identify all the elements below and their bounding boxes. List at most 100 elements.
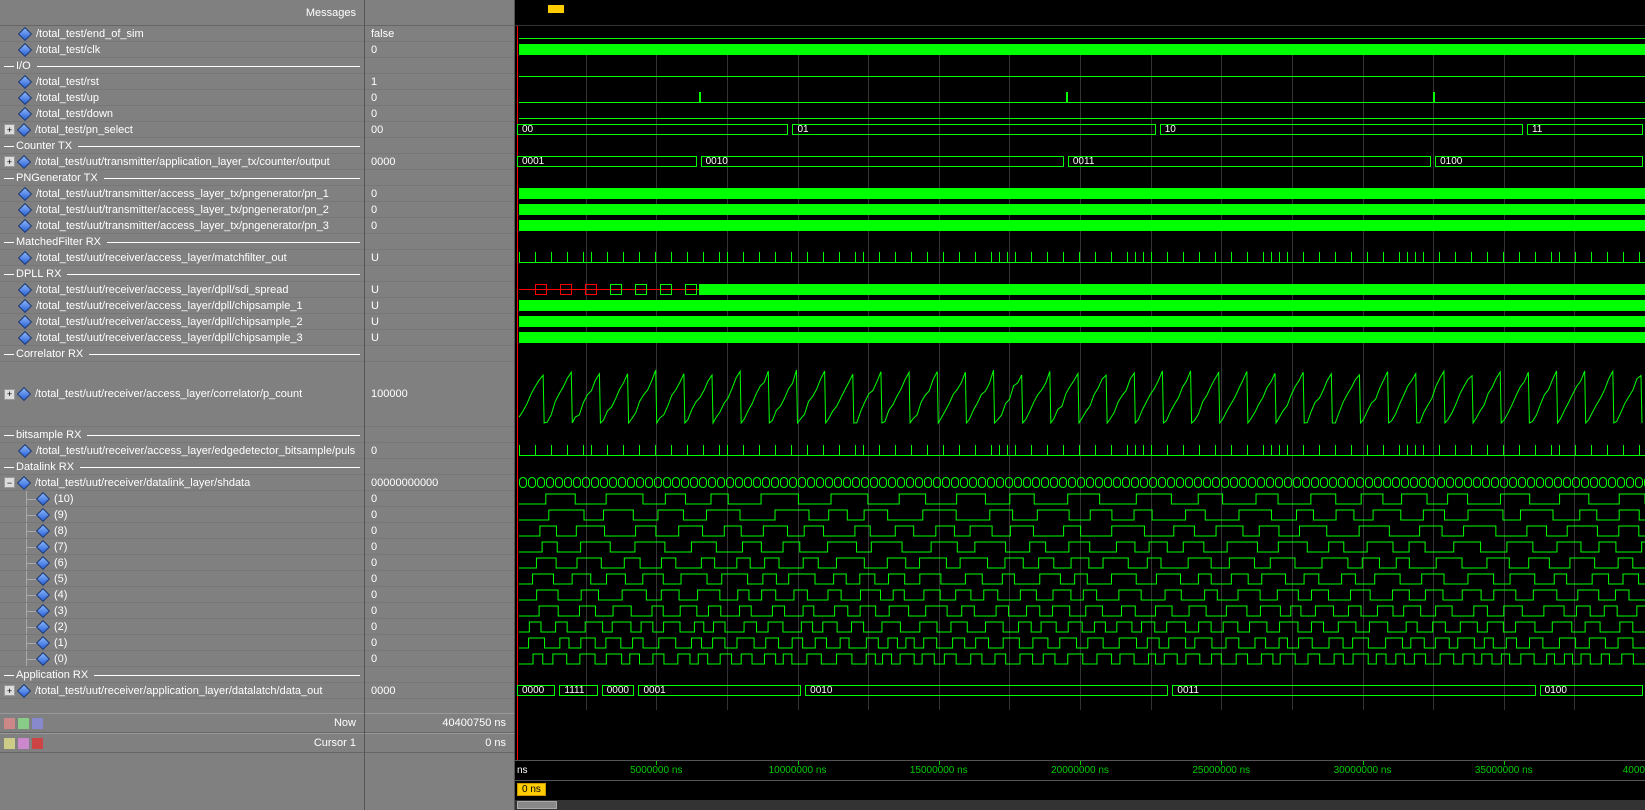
signal-row[interactable]: /total_test/uut/receiver/access_layer/dp… (0, 330, 364, 346)
signal-row[interactable]: +/total_test/uut/receiver/application_la… (0, 683, 364, 699)
expand-button[interactable]: + (4, 156, 15, 167)
signal-waveform[interactable] (515, 74, 1645, 90)
signal-waveform[interactable] (515, 26, 1645, 42)
cursor-marker-icon[interactable] (547, 4, 565, 14)
signal-group-header[interactable]: Datalink RX (0, 459, 364, 475)
signal-row[interactable]: /total_test/down (0, 106, 364, 122)
signal-waveform[interactable]: 0000111100000001001000110100 (515, 683, 1645, 699)
signal-group-header[interactable]: PNGenerator TX (0, 170, 364, 186)
signal-row[interactable]: /total_test/up (0, 90, 364, 106)
bit-waveform[interactable] (515, 571, 1645, 587)
signal-waveform[interactable]: 0001001000110100 (515, 154, 1645, 170)
time-tick-label: 10000000 ns (769, 765, 827, 776)
bit-row[interactable]: (7) (0, 539, 364, 555)
bit-waveform[interactable] (515, 539, 1645, 555)
bit-row[interactable]: (0) (0, 651, 364, 667)
expand-button[interactable]: − (4, 477, 15, 488)
bit-row[interactable]: (8) (0, 523, 364, 539)
signal-group-header[interactable]: bitsample RX (0, 427, 364, 443)
signal-name: /total_test/uut/transmitter/access_layer… (36, 188, 329, 200)
wave-timeline-header[interactable] (515, 0, 1645, 26)
signal-row[interactable]: +/total_test/uut/transmitter/application… (0, 154, 364, 170)
signal-diamond-icon (17, 387, 31, 401)
expand-button[interactable]: + (4, 389, 15, 400)
signal-diamond-icon (18, 202, 32, 216)
bit-waveform[interactable] (515, 523, 1645, 539)
signal-waveform[interactable] (515, 298, 1645, 314)
bit-row[interactable]: (4) (0, 587, 364, 603)
signal-row[interactable]: +/total_test/pn_select (0, 122, 364, 138)
bit-waveform[interactable] (515, 635, 1645, 651)
signal-row[interactable]: /total_test/uut/receiver/access_layer/ma… (0, 250, 364, 266)
signal-group-header[interactable]: MatchedFilter RX (0, 234, 364, 250)
signal-group-header[interactable]: I/O (0, 58, 364, 74)
cursor-icon-2[interactable] (18, 738, 29, 749)
signal-row[interactable]: /total_test/rst (0, 74, 364, 90)
bit-waveform[interactable] (515, 651, 1645, 667)
cursor-icon-3[interactable] (32, 738, 43, 749)
signal-waveform[interactable] (515, 106, 1645, 122)
signal-diamond-icon (36, 651, 50, 665)
signal-waveform[interactable] (515, 314, 1645, 330)
bit-row[interactable]: (3) (0, 603, 364, 619)
signal-group-header[interactable]: DPLL RX (0, 266, 364, 282)
signal-group-header[interactable]: Counter TX (0, 138, 364, 154)
signal-row[interactable]: /total_test/uut/receiver/access_layer/dp… (0, 314, 364, 330)
bit-row[interactable]: (5) (0, 571, 364, 587)
bit-waveform[interactable] (515, 587, 1645, 603)
signal-row[interactable]: /total_test/uut/receiver/access_layer/dp… (0, 298, 364, 314)
signal-row[interactable]: /total_test/end_of_sim (0, 26, 364, 42)
bit-waveform[interactable] (515, 555, 1645, 571)
bit-waveform[interactable] (515, 603, 1645, 619)
horizontal-scrollbar[interactable] (515, 800, 1645, 810)
signal-waveform[interactable] (515, 186, 1645, 202)
signal-diamond-icon (18, 314, 32, 328)
signal-waveform[interactable] (515, 42, 1645, 58)
signal-waveform[interactable] (515, 443, 1645, 459)
signal-waveform[interactable] (515, 475, 1645, 491)
bit-waveform[interactable] (515, 619, 1645, 635)
waveform-area[interactable]: 00011011 0001001000110100 0000111100000001… (515, 0, 1645, 810)
footer-icon-3[interactable] (32, 718, 43, 729)
signal-row[interactable]: /total_test/uut/transmitter/access_layer… (0, 218, 364, 234)
signal-value-cell: 0 (365, 443, 514, 459)
bit-row[interactable]: (6) (0, 555, 364, 571)
signal-waveform[interactable] (515, 362, 1645, 427)
scrollbar-thumb[interactable] (517, 801, 557, 809)
cursor-time-badge[interactable]: 0 ns (517, 783, 546, 796)
bit-row[interactable]: (2) (0, 619, 364, 635)
footer-icon-1[interactable] (4, 718, 15, 729)
bit-row[interactable]: (10) (0, 491, 364, 507)
bit-waveform[interactable] (515, 491, 1645, 507)
signal-row[interactable]: /total_test/uut/transmitter/access_layer… (0, 202, 364, 218)
bit-value: 0 (371, 573, 377, 585)
bit-row[interactable]: (1) (0, 635, 364, 651)
signal-waveform[interactable] (515, 330, 1645, 346)
signal-value-cell: 0000 (365, 154, 514, 170)
signal-waveform[interactable] (515, 202, 1645, 218)
expand-button[interactable]: + (4, 124, 15, 135)
signal-row[interactable]: −/total_test/uut/receiver/datalink_layer… (0, 475, 364, 491)
signal-waveform[interactable]: 00011011 (515, 122, 1645, 138)
signal-diamond-icon (18, 330, 32, 344)
signal-name: /total_test/end_of_sim (36, 28, 144, 40)
group-value-cell (365, 667, 514, 683)
signal-waveform[interactable] (515, 250, 1645, 266)
footer-icon-2[interactable] (18, 718, 29, 729)
signal-row[interactable]: +/total_test/uut/receiver/access_layer/c… (0, 362, 364, 427)
signal-row[interactable]: /total_test/uut/transmitter/access_layer… (0, 186, 364, 202)
bit-value: 0 (371, 541, 377, 553)
signal-name: /total_test/uut/receiver/access_layer/ed… (36, 445, 355, 457)
signal-waveform[interactable] (515, 90, 1645, 106)
bit-row[interactable]: (9) (0, 507, 364, 523)
signal-row[interactable]: /total_test/uut/receiver/access_layer/ed… (0, 443, 364, 459)
signal-group-header[interactable]: Correlator RX (0, 346, 364, 362)
signal-row[interactable]: /total_test/uut/receiver/access_layer/dp… (0, 282, 364, 298)
signal-row[interactable]: /total_test/clk (0, 42, 364, 58)
bit-waveform[interactable] (515, 507, 1645, 523)
signal-group-header[interactable]: Application RX (0, 667, 364, 683)
signal-waveform[interactable] (515, 218, 1645, 234)
expand-button[interactable]: + (4, 685, 15, 696)
signal-waveform[interactable] (515, 282, 1645, 298)
cursor-icon-1[interactable] (4, 738, 15, 749)
